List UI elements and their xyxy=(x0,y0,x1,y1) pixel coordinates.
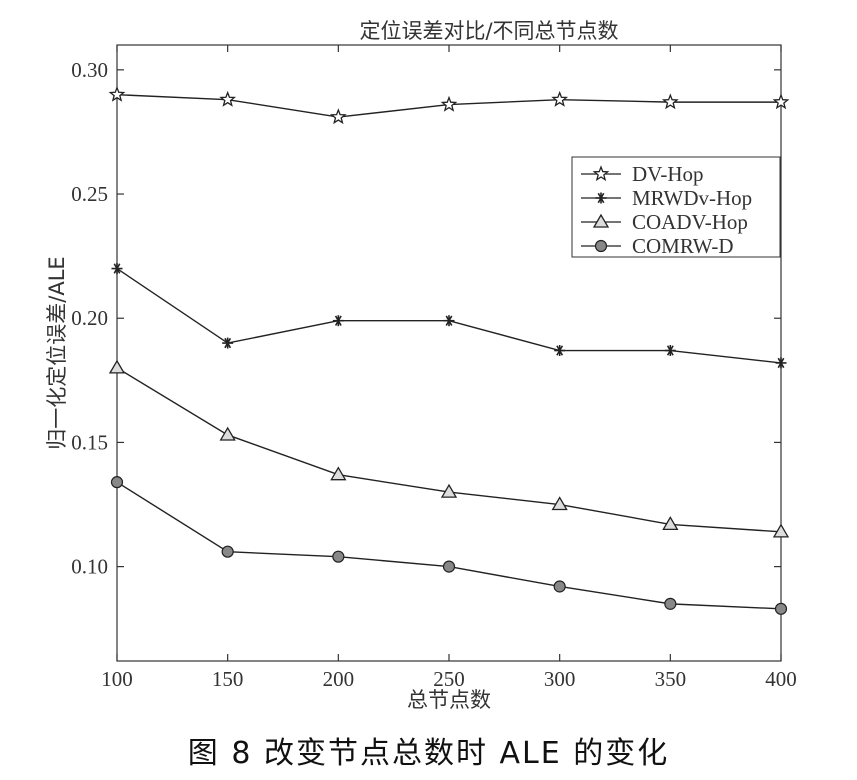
data-point-dv-hop xyxy=(440,95,458,112)
data-point-mrwdv-hop xyxy=(222,337,234,349)
legend-label-comrw-d: COMRW-D xyxy=(632,234,734,258)
legend-marker-comrw-d xyxy=(594,239,608,253)
data-point-comrw-d xyxy=(221,545,234,558)
x-tick-label: 350 xyxy=(655,667,687,691)
legend-marker-mrwdv-hop xyxy=(595,192,607,204)
data-point-mrwdv-hop xyxy=(775,357,787,369)
data-point-comrw-d xyxy=(774,602,788,615)
data-point-coadv-hop xyxy=(330,466,347,481)
y-tick-label: 0.10 xyxy=(71,555,108,579)
series-group xyxy=(108,85,790,615)
data-point-dv-hop xyxy=(772,93,790,110)
data-point-dv-hop xyxy=(329,108,347,125)
data-point-mrwdv-hop xyxy=(554,345,566,357)
data-point-mrwdv-hop xyxy=(664,345,676,357)
series-line-coadv-hop xyxy=(116,367,782,533)
legend-label-mrwdv-hop: MRWDv-Hop xyxy=(632,186,752,210)
x-tick-label: 200 xyxy=(323,667,355,691)
series-mrwdv-hop xyxy=(111,263,787,369)
data-point-mrwdv-hop xyxy=(332,315,344,327)
data-point-comrw-d xyxy=(553,580,566,593)
chart-title: 定位误差对比/不同总节点数 xyxy=(359,19,618,43)
data-point-dv-hop xyxy=(108,85,126,102)
x-tick-label: 300 xyxy=(544,667,576,691)
data-point-dv-hop xyxy=(661,93,679,110)
x-axis-label: 总节点数 xyxy=(407,688,491,712)
y-tick-label: 0.20 xyxy=(71,306,108,330)
series-comrw-d xyxy=(110,476,788,615)
data-point-comrw-d xyxy=(442,560,456,573)
series-line-comrw-d xyxy=(116,481,782,610)
x-tick-label: 150 xyxy=(212,667,244,691)
data-point-coadv-hop xyxy=(108,359,126,374)
data-point-comrw-d xyxy=(110,476,124,489)
x-axis: 100 150 200 250 300 350 400 xyxy=(101,45,797,691)
legend-marker-dv-hop xyxy=(592,165,610,182)
data-point-coadv-hop xyxy=(772,523,790,538)
data-point-coadv-hop xyxy=(551,496,568,511)
data-point-mrwdv-hop xyxy=(111,263,123,275)
figure-caption: 图 8 改变节点总数时 ALE 的变化 xyxy=(187,736,670,771)
legend-marker-coadv-hop xyxy=(592,213,610,228)
legend-label-coadv-hop: COADV-Hop xyxy=(632,210,748,234)
y-tick-label: 0.30 xyxy=(71,58,108,82)
series-dv-hop xyxy=(108,85,790,125)
data-point-coadv-hop xyxy=(440,483,458,498)
data-point-coadv-hop xyxy=(662,516,679,531)
x-tick-label: 400 xyxy=(765,667,797,691)
y-axis: 0.10 0.15 0.20 0.25 0.30 xyxy=(71,58,781,579)
y-tick-label: 0.25 xyxy=(71,182,108,206)
data-point-dv-hop xyxy=(551,90,569,107)
data-point-comrw-d xyxy=(664,597,677,610)
y-tick-label: 0.15 xyxy=(71,430,108,454)
legend-label-dv-hop: DV-Hop xyxy=(632,162,704,186)
data-point-coadv-hop xyxy=(219,426,236,441)
data-point-dv-hop xyxy=(219,90,237,107)
data-point-comrw-d xyxy=(332,550,345,563)
x-tick-label: 250 xyxy=(433,667,465,691)
series-coadv-hop xyxy=(108,359,790,538)
data-point-mrwdv-hop xyxy=(443,315,455,327)
y-axis-label: 归一化定位误差/ALE xyxy=(45,256,69,449)
x-tick-label: 100 xyxy=(101,667,133,691)
